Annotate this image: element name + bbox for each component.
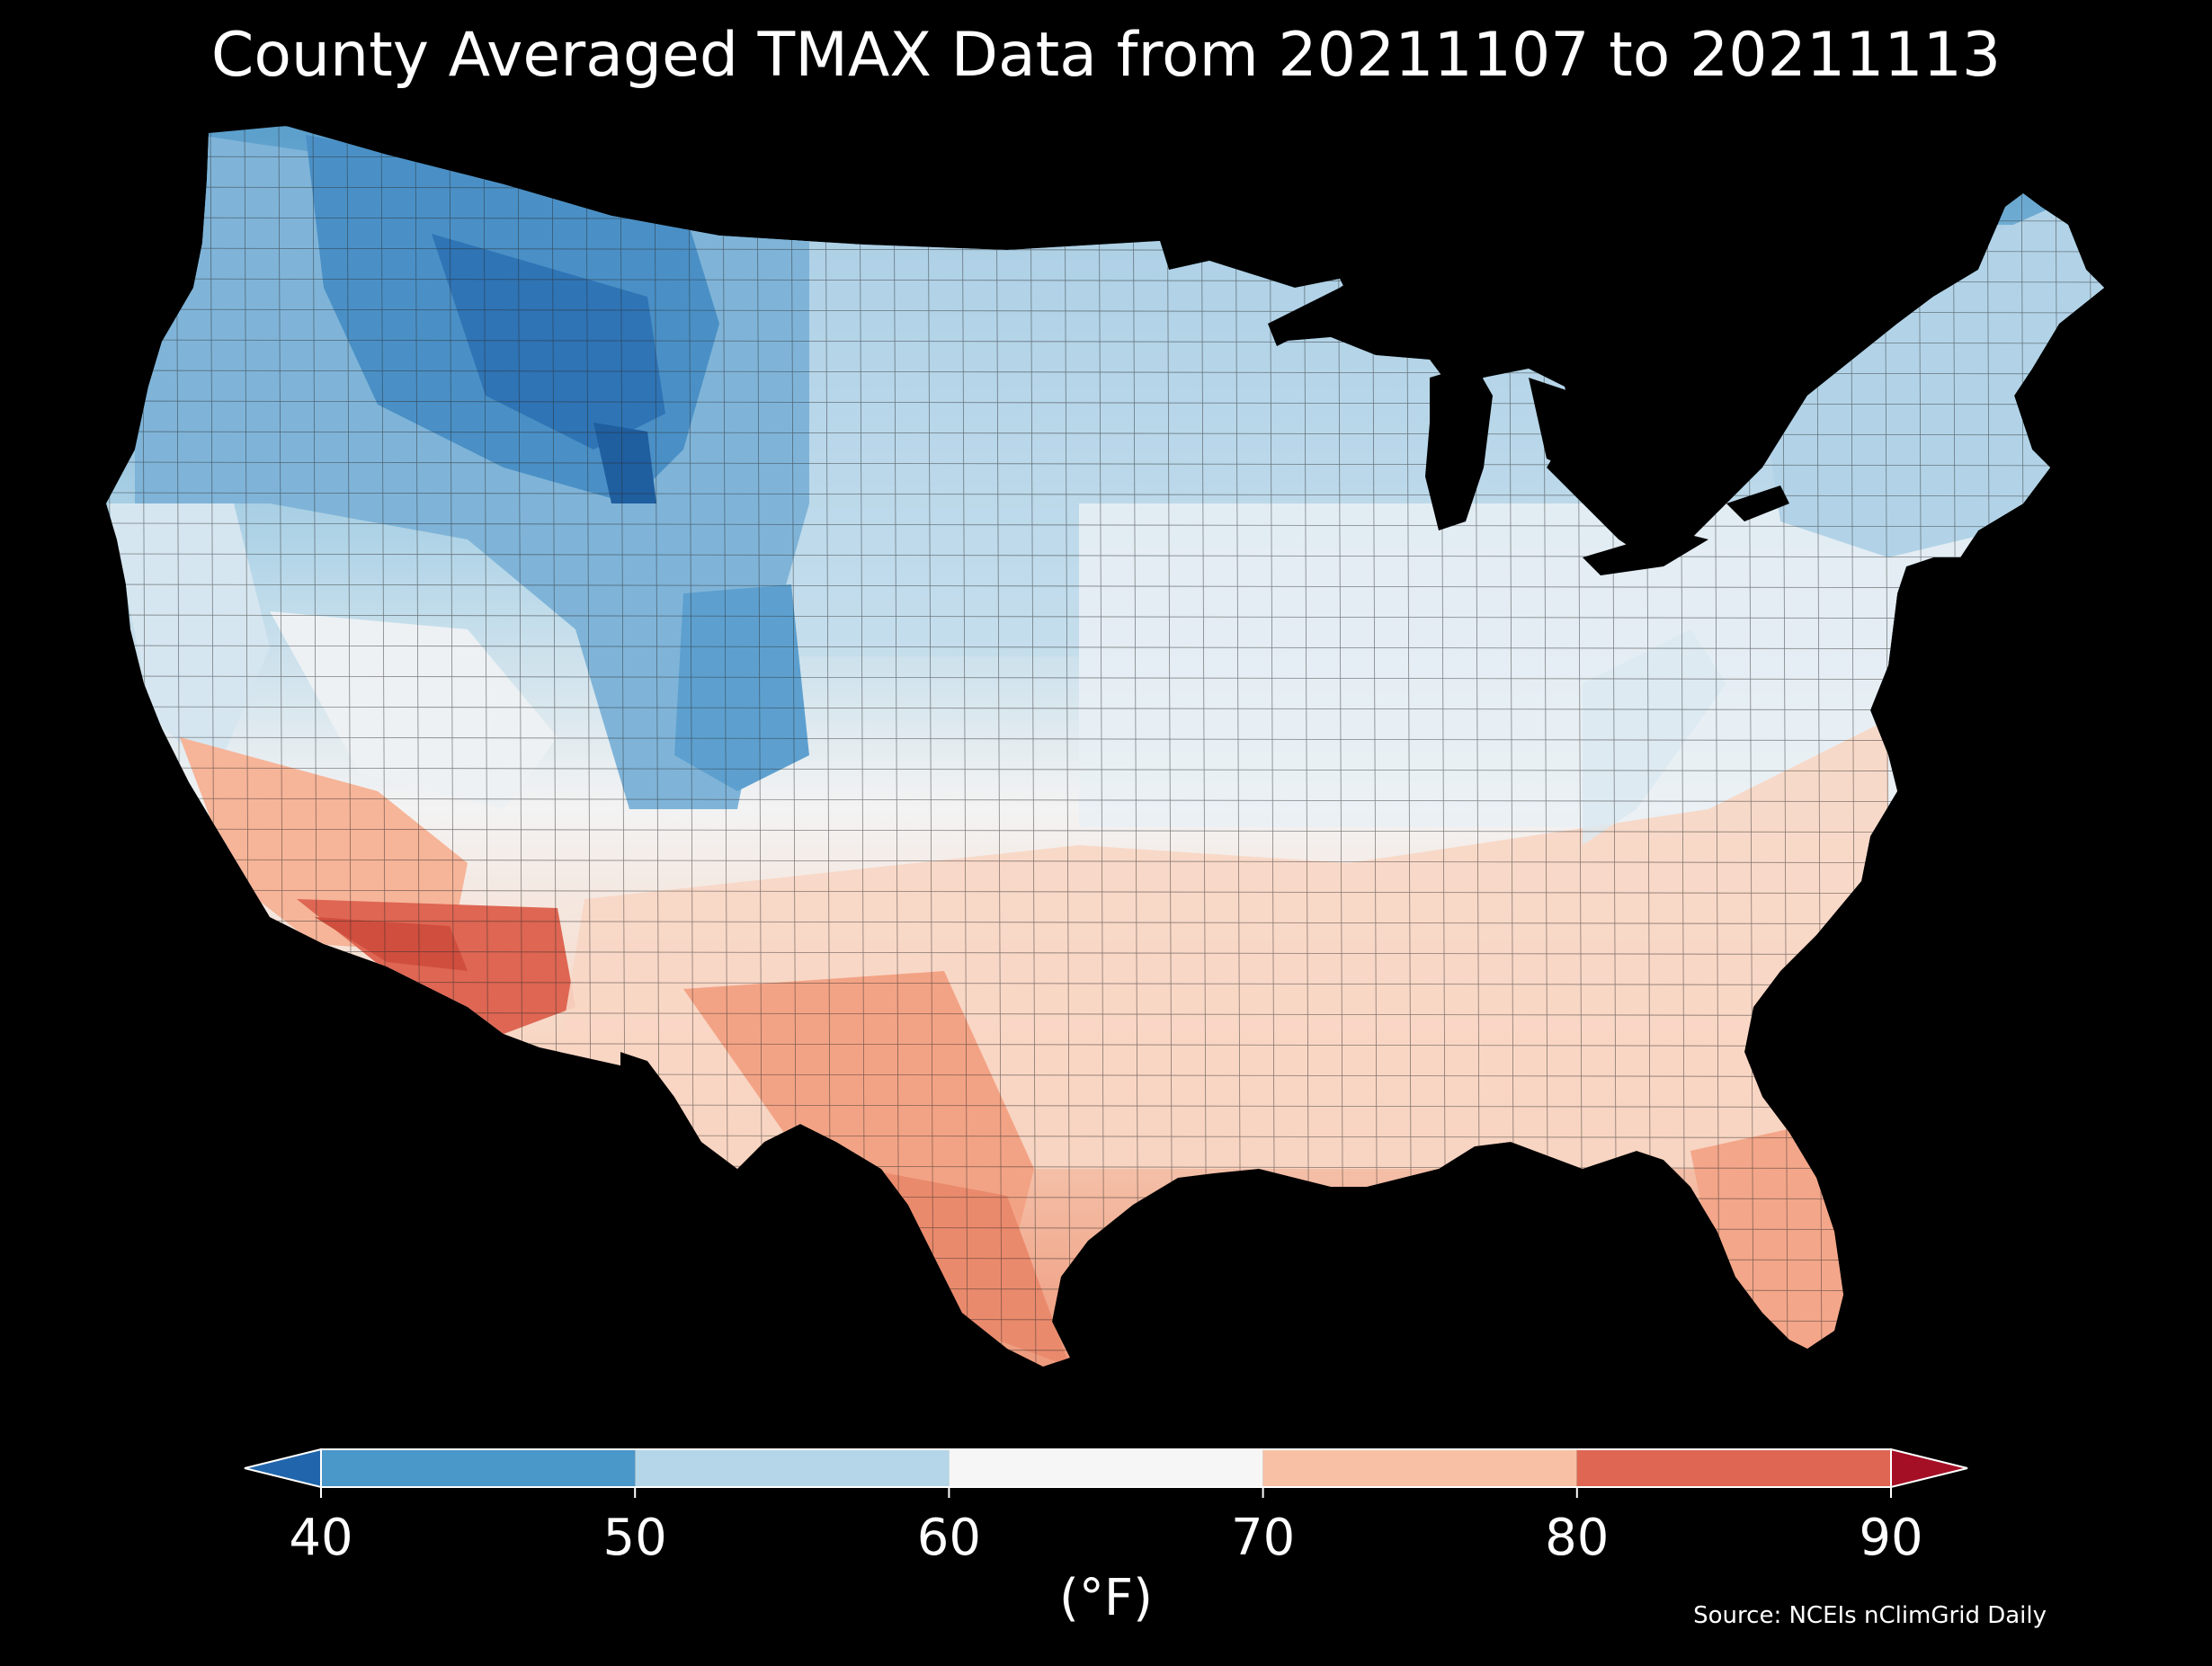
colorbar-tick-label: 60	[916, 1509, 982, 1567]
county-border	[2089, 126, 2096, 1367]
county-border	[106, 553, 2104, 558]
county-border	[106, 492, 2104, 497]
colorbar-under-arrow	[244, 1448, 322, 1489]
source-note: Source: NCEIs nClimGrid Daily	[1693, 1602, 2047, 1629]
county-border	[106, 920, 2104, 925]
county-border	[961, 126, 968, 1367]
county-border	[106, 675, 2104, 681]
colorbar-bin	[949, 1449, 1263, 1487]
county-border	[1200, 126, 1208, 1367]
county-border	[893, 126, 900, 1367]
county-border	[106, 584, 2104, 589]
colorbar-bin	[635, 1449, 950, 1487]
county-border	[1030, 126, 1037, 1367]
county-border	[106, 736, 2104, 742]
county-border	[1884, 126, 1891, 1367]
county-border	[1098, 126, 1105, 1367]
county-border	[106, 950, 2104, 956]
county-border	[106, 461, 2104, 467]
county-border	[106, 522, 2104, 528]
county-border	[107, 126, 114, 1367]
county-border	[1166, 126, 1173, 1367]
map-title: County Averaged TMAX Data from 20211107 …	[210, 20, 2002, 91]
colorbar-tick-label: 90	[1859, 1509, 1923, 1567]
county-border	[106, 614, 2104, 619]
colorbar-bin	[1576, 1449, 1891, 1487]
county-border	[106, 797, 2104, 803]
great-lakes	[1268, 270, 1789, 575]
colorbar-bin	[321, 1449, 636, 1487]
county-border	[927, 126, 934, 1367]
colorbar-tick-label: 40	[289, 1509, 353, 1567]
county-border	[106, 645, 2104, 650]
county-border	[106, 828, 2104, 833]
county-border	[995, 126, 1003, 1367]
county-border	[106, 859, 2104, 864]
county-border	[106, 706, 2104, 711]
county-border	[106, 1348, 2104, 1353]
county-border	[1132, 126, 1139, 1367]
county-border	[141, 126, 148, 1367]
colorbar-tick-label: 70	[1230, 1509, 1296, 1567]
colorbar	[244, 1448, 1968, 1498]
county-border	[1064, 126, 1071, 1367]
county-border	[106, 767, 2104, 772]
colorbar-tick-label: 50	[602, 1509, 667, 1567]
colorbar-bin	[1262, 1449, 1577, 1487]
colorbar-unit-label: (°F)	[1059, 1569, 1153, 1627]
colorbar-tick-label: 80	[1545, 1509, 1610, 1567]
county-border	[1235, 126, 1242, 1367]
county-border	[106, 889, 2104, 895]
county-border	[106, 126, 2104, 130]
county-border	[106, 431, 2104, 436]
colorbar-over-arrow	[1890, 1448, 1968, 1489]
